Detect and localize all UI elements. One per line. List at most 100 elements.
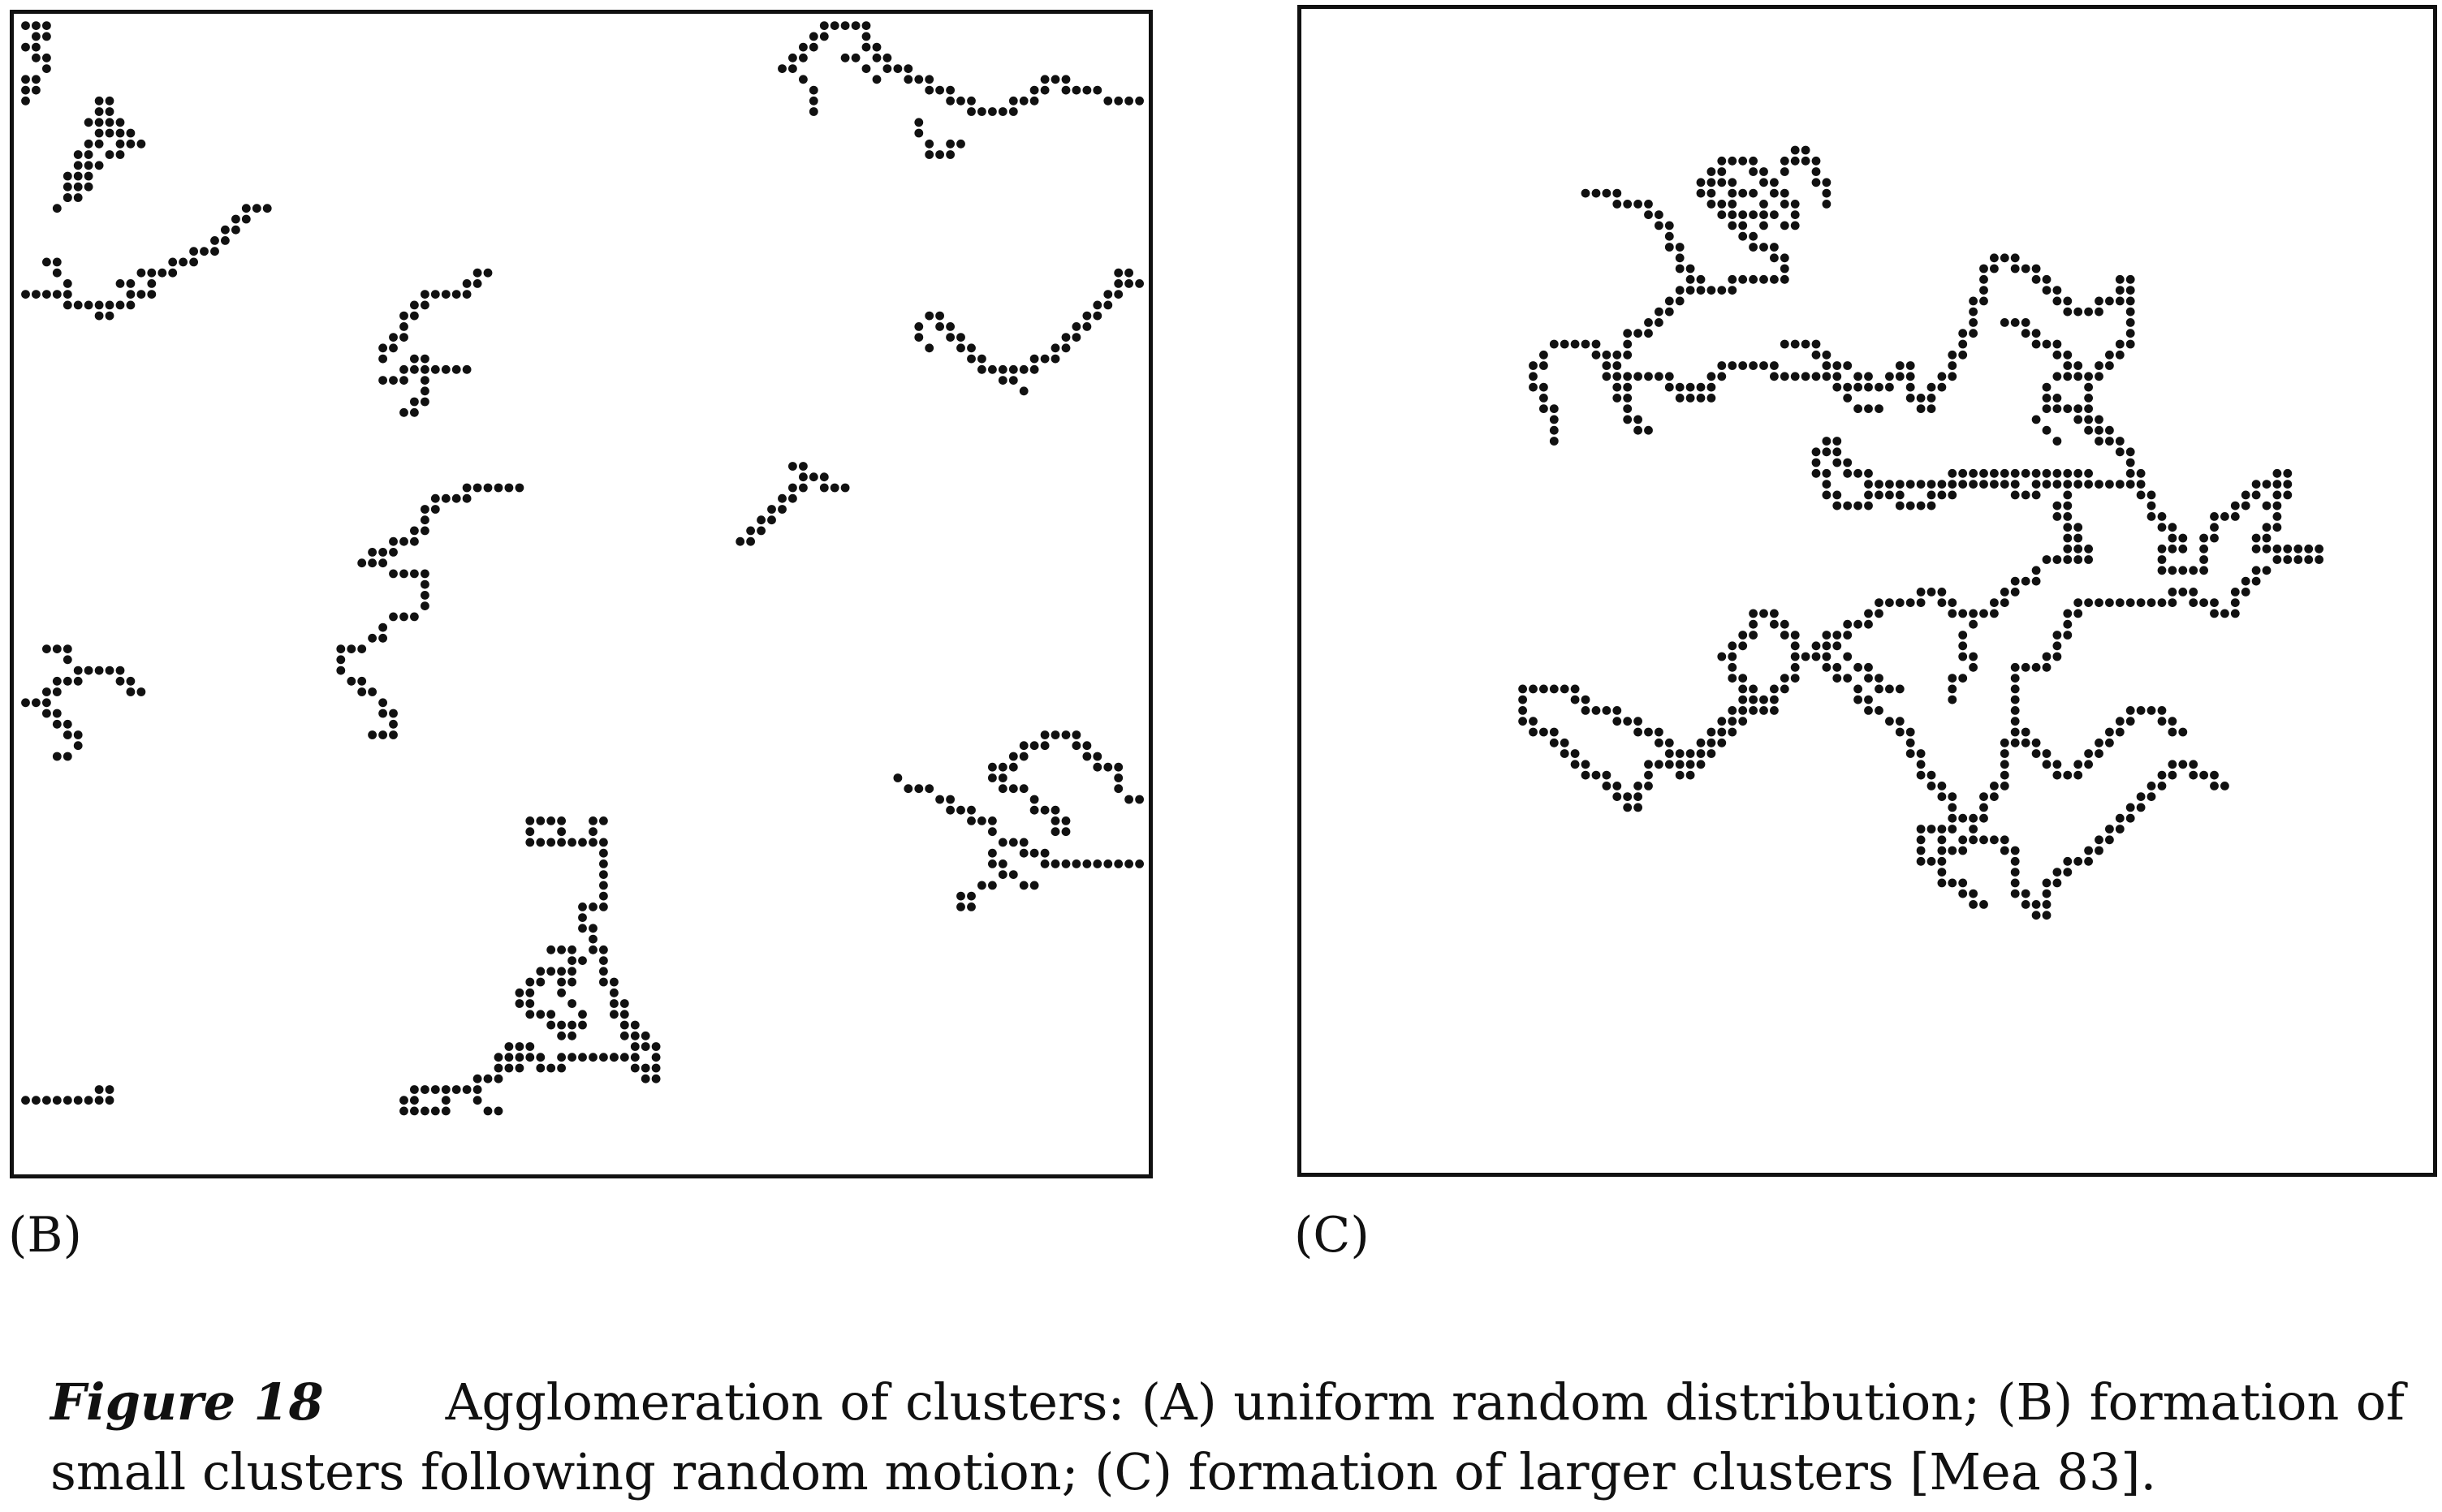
particle	[1937, 868, 1947, 877]
particle	[105, 311, 114, 321]
particle	[399, 311, 408, 321]
particle	[357, 558, 367, 568]
particle	[589, 816, 598, 825]
particle	[2125, 480, 2135, 489]
particle	[1895, 727, 1905, 737]
particle	[1958, 889, 1968, 898]
particle	[1717, 178, 1727, 187]
particle	[1990, 598, 1999, 607]
particle	[946, 333, 955, 342]
particle	[399, 1096, 408, 1105]
particle	[525, 1010, 535, 1019]
particle	[578, 1053, 587, 1062]
particle	[2031, 566, 2041, 575]
particle	[2178, 760, 2188, 769]
particle	[1990, 253, 1999, 263]
particle	[84, 118, 93, 127]
particle	[799, 472, 808, 482]
particle	[2157, 544, 2167, 554]
particle	[1853, 468, 1862, 478]
particle	[557, 827, 566, 837]
particle	[2084, 404, 2093, 413]
particle	[1926, 404, 1936, 413]
particle	[1864, 468, 1873, 478]
particle	[589, 945, 598, 954]
particle	[1790, 200, 1800, 209]
particle	[94, 666, 104, 675]
particle	[1811, 447, 1821, 457]
particle	[2052, 770, 2062, 780]
particle	[1029, 848, 1039, 858]
particle	[914, 118, 924, 127]
particle	[651, 1053, 661, 1062]
particle	[1685, 286, 1695, 295]
particle	[2073, 533, 2083, 543]
particle	[1948, 878, 1957, 888]
particle	[462, 290, 472, 299]
particle	[399, 1106, 408, 1116]
particle	[1864, 490, 1873, 500]
particle	[2042, 555, 2052, 564]
particle	[1591, 339, 1601, 349]
particle	[1843, 458, 1853, 467]
particle	[1948, 825, 1957, 834]
cluster-b-4	[378, 268, 493, 417]
particle	[94, 139, 104, 149]
particle	[1655, 760, 1663, 769]
particle	[799, 42, 808, 52]
particle	[1728, 652, 1737, 661]
particle	[1937, 846, 1947, 855]
particle	[1029, 96, 1039, 106]
particle	[2042, 480, 2052, 489]
particle	[1916, 770, 1926, 780]
particle	[1905, 361, 1915, 370]
particle	[1749, 361, 1758, 370]
particle	[1549, 339, 1559, 349]
particle	[42, 257, 51, 267]
particle	[1979, 296, 1988, 306]
particle	[2210, 770, 2219, 780]
particle	[998, 784, 1007, 794]
particle	[1905, 394, 1915, 403]
particle	[2095, 361, 2103, 370]
particle	[1864, 501, 1873, 510]
particle	[126, 279, 136, 288]
particle	[52, 204, 62, 213]
particle	[1948, 609, 1957, 618]
particle	[967, 343, 976, 353]
particle	[115, 300, 125, 310]
particle	[872, 42, 882, 52]
particle	[1958, 674, 1968, 683]
particle	[2146, 598, 2156, 607]
particle	[1602, 372, 1611, 381]
particle	[1675, 749, 1685, 758]
particle	[2136, 490, 2146, 500]
particle	[599, 891, 608, 901]
particle	[378, 622, 387, 632]
particle	[2010, 264, 2020, 274]
particle	[1728, 210, 1737, 219]
particle	[2115, 286, 2125, 295]
particle	[557, 967, 566, 976]
particle	[2105, 480, 2114, 489]
particle	[851, 53, 861, 62]
particle	[1717, 361, 1727, 370]
particle	[1685, 382, 1695, 392]
particle	[1969, 296, 1978, 306]
particle	[252, 204, 261, 213]
particle	[1979, 803, 1988, 812]
particle	[746, 536, 755, 546]
particle	[63, 193, 72, 202]
particle	[2063, 631, 2073, 640]
particle	[589, 934, 598, 944]
particle	[2146, 782, 2156, 790]
particle	[1008, 762, 1018, 772]
particle	[578, 913, 587, 922]
particle	[2125, 813, 2135, 823]
particle	[421, 397, 429, 407]
particle	[63, 644, 72, 653]
particle	[557, 988, 566, 997]
particle	[2073, 544, 2083, 554]
particle	[2042, 339, 2052, 349]
particle	[221, 225, 230, 235]
